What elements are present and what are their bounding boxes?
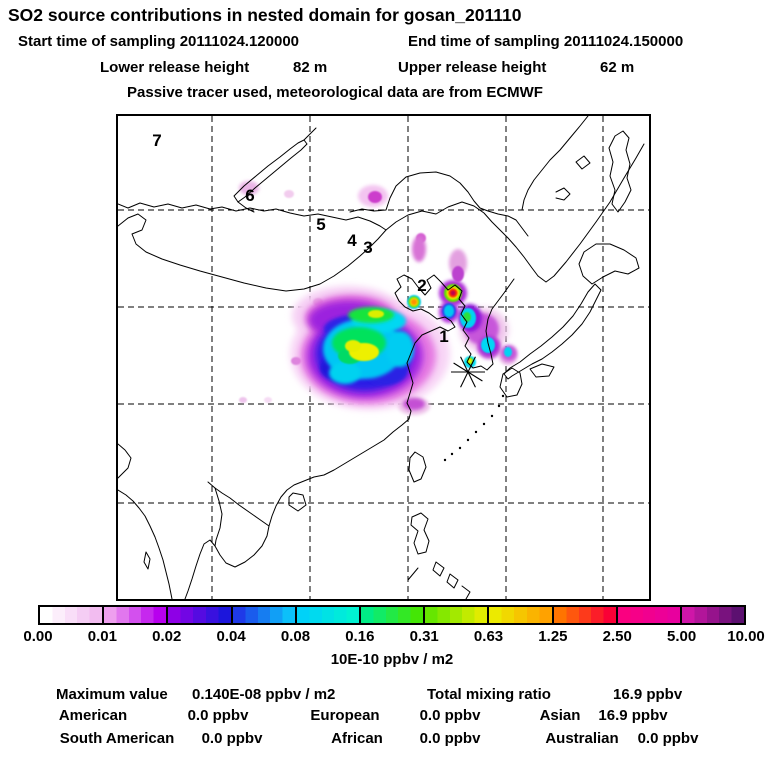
colorbar-tick-0.02: 0.02 [152,628,182,645]
plume-cell-56 [468,358,472,364]
plume-cell-7 [291,357,301,365]
end-time-value: 20111024.150000 [563,33,684,50]
receptor-star-marker [451,356,485,388]
colorbar-segment-9 [615,607,680,623]
plume-cell-52 [345,340,361,352]
plume-cell-37 [386,331,414,367]
colorbar-tick-2.50: 2.50 [602,628,632,645]
region-marker-4: 4 [347,231,357,250]
region-value-african: 0.0 ppbv [419,730,481,747]
colorbar-segment-8 [551,607,616,623]
colorbar-segment-6 [423,607,488,623]
total-mixing-ratio-value: 16.9 ppbv [613,686,683,703]
plume-cell-9 [264,397,272,403]
end-time-text: End time of sampling 20111024.150000 [408,33,683,50]
colorbar-tick-0.00: 0.00 [23,628,53,645]
plume-cell-5 [284,190,294,198]
plume-cell-36 [329,362,361,384]
region-label-european: European [310,707,380,724]
colorbar-tick-0.63: 0.63 [473,628,504,645]
region-value-australian: 0.0 ppbv [637,730,699,747]
colorbar-tick-1.25: 1.25 [538,628,568,645]
colorbar-segment-5 [358,607,424,623]
plume-cell-57 [411,299,417,305]
coastlines [118,116,645,599]
plume-cell-59 [450,290,456,296]
region-marker-1: 1 [439,327,448,346]
plume-cell-17 [368,191,382,203]
colorbar-segment-4 [294,607,359,623]
source-region-markers: 1 2 34 5 6 7 [152,131,448,346]
region-label-asian: Asian [539,707,581,724]
colorbar-segment-2 [166,607,231,623]
upper-release-label: Upper release height [398,59,547,76]
colorbar-tick-0.16: 0.16 [345,628,375,645]
plume-cell-13 [412,236,426,262]
plume-cell-24 [452,266,464,282]
region-label-australian: Australian [545,730,619,747]
plume-cell-53 [368,310,384,318]
page-title: SO2 source contributions in nested domai… [8,5,522,25]
lower-release-label: Lower release height [100,59,250,76]
colorbar-units-label: 10E-10 ppbv / m2 [330,651,454,668]
total-mixing-ratio-label: Total mixing ratio [427,686,551,703]
region-marker-6: 6 [245,186,254,205]
region-marker-2: 2 [417,276,426,295]
colorbar-segment-10 [679,607,745,623]
region-marker-5: 5 [316,215,325,234]
region-marker-3: 3 [363,238,372,257]
maximum-value-label: Maximum value [56,686,168,703]
region-label-american: American [58,707,128,724]
colorbar-tick-0.08: 0.08 [280,628,311,645]
plume-cell-8 [239,397,247,403]
region-marker-7: 7 [152,131,161,150]
end-time-label: End time of sampling [408,33,560,50]
colorbar-segment-1 [102,607,167,623]
maximum-value: 0.140E-08 ppbv / m2 [192,686,336,703]
start-time-value: 20111024.120000 [179,33,300,50]
so2-plume-field [239,181,517,415]
region-label-south-american: South American [59,730,175,747]
plume-cell-39 [481,337,495,353]
colorbar-tick-0.01: 0.01 [87,628,117,645]
colorbar-segment-0 [40,607,103,623]
colorbar-tick-0.04: 0.04 [216,628,246,645]
region-label-african: African [331,730,383,747]
plume-cell-40 [504,347,512,357]
upper-release-value: 62 m [600,59,635,76]
lower-release-value: 82 m [293,59,328,76]
region-value-american: 0.0 ppbv [187,707,249,724]
map-canvas: 1 2 34 5 6 7 [118,116,649,599]
colorbar-tick-5.00: 5.00 [667,628,697,645]
region-value-european: 0.0 ppbv [419,707,481,724]
tracer-note: Passive tracer used, meteorological data… [127,84,543,101]
plume-cell-42 [444,305,454,317]
colorbar-tick-0.31: 0.31 [409,628,439,645]
start-time-text: Start time of sampling 20111024.120000 [18,33,299,50]
plume-cell-4 [239,181,259,195]
plume-cell-49 [463,312,471,322]
region-value-asian: 16.9 ppbv [598,707,668,724]
colorbar-segment-7 [487,607,552,623]
colorbar [38,605,746,625]
start-time-label: Start time of sampling [18,33,176,50]
region-value-south-american: 0.0 ppbv [201,730,263,747]
colorbar-segment-3 [230,607,295,623]
colorbar-tick-10.00: 10.00 [727,628,765,645]
plume-cell-18 [403,398,425,410]
